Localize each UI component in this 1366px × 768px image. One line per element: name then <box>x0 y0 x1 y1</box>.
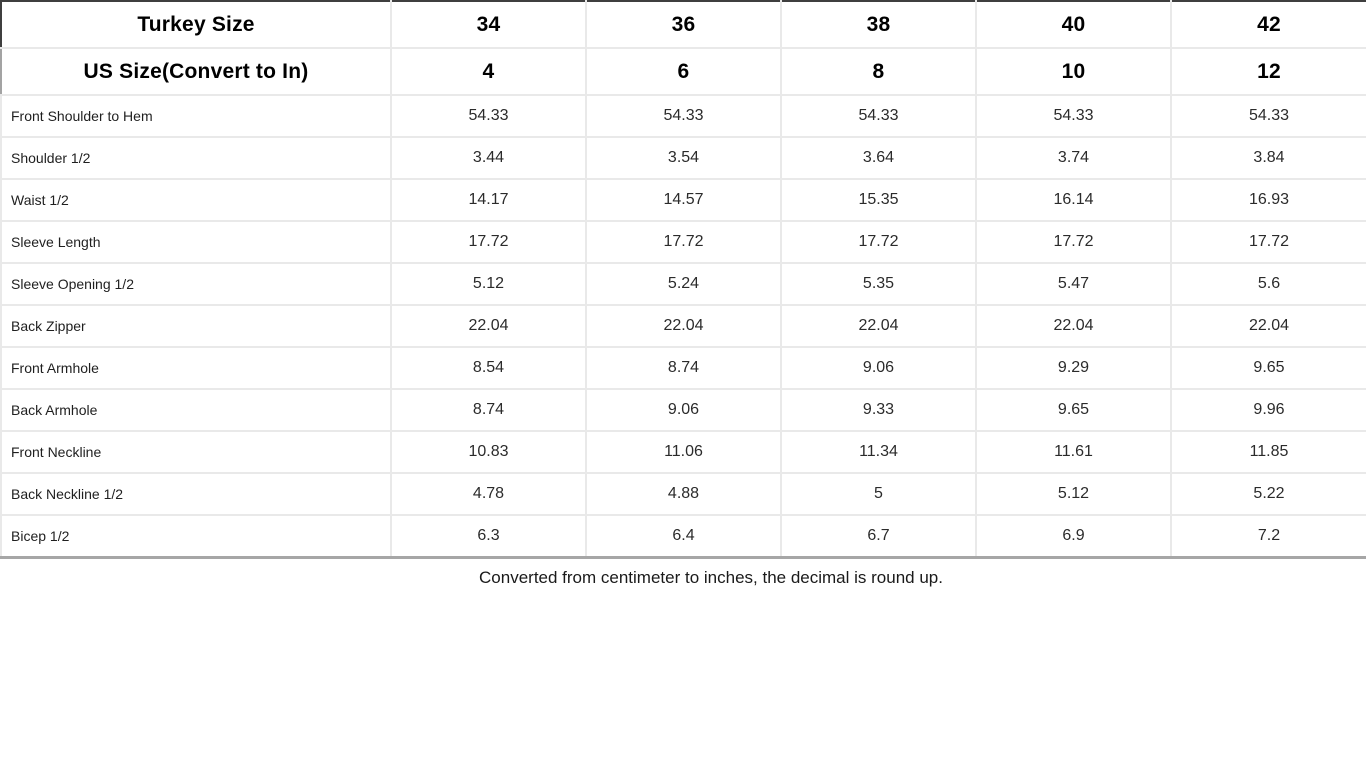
value-cell: 17.72 <box>975 220 1172 264</box>
value-cell: 17.72 <box>1170 220 1366 264</box>
value-cell: 11.85 <box>1170 430 1366 474</box>
header-value-cell: 34 <box>390 0 587 49</box>
value-cell: 5 <box>780 472 977 516</box>
row-label: Sleeve Opening 1/2 <box>0 262 392 306</box>
table-row: Back Armhole 8.74 9.06 9.33 9.65 9.96 <box>0 388 1366 432</box>
value-cell: 9.29 <box>975 346 1172 390</box>
value-cell: 22.04 <box>1170 304 1366 348</box>
value-cell: 10.83 <box>390 430 587 474</box>
header-value-cell: 40 <box>975 0 1172 49</box>
table-row: Back Zipper 22.04 22.04 22.04 22.04 22.04 <box>0 304 1366 348</box>
value-cell: 11.61 <box>975 430 1172 474</box>
table-row: Front Neckline 10.83 11.06 11.34 11.61 11.85 <box>0 430 1366 474</box>
size-chart-table: Turkey Size 34 36 38 40 42 US Size(Convert to … <box>0 0 1366 559</box>
table-row: Shoulder 1/2 3.44 3.54 3.64 3.74 3.84 <box>0 136 1366 180</box>
row-label: Back Zipper <box>0 304 392 348</box>
value-cell: 5.12 <box>390 262 587 306</box>
value-cell: 17.72 <box>585 220 782 264</box>
value-cell: 8.54 <box>390 346 587 390</box>
header-label-cell: Turkey Size <box>0 0 392 49</box>
header-value-cell: 12 <box>1170 47 1366 96</box>
value-cell: 54.33 <box>585 94 782 138</box>
value-cell: 9.65 <box>1170 346 1366 390</box>
value-cell: 54.33 <box>1170 94 1366 138</box>
value-cell: 9.33 <box>780 388 977 432</box>
value-cell: 9.06 <box>780 346 977 390</box>
header-row: US Size(Convert to In) 4 6 8 10 12 <box>0 47 1366 96</box>
value-cell: 6.9 <box>975 514 1172 559</box>
row-label: Back Neckline 1/2 <box>0 472 392 516</box>
table-row: Front Shoulder to Hem 54.33 54.33 54.33 54.3… <box>0 94 1366 138</box>
value-cell: 4.88 <box>585 472 782 516</box>
value-cell: 8.74 <box>585 346 782 390</box>
value-cell: 5.12 <box>975 472 1172 516</box>
value-cell: 3.74 <box>975 136 1172 180</box>
header-value-cell: 4 <box>390 47 587 96</box>
value-cell: 16.93 <box>1170 178 1366 222</box>
value-cell: 5.6 <box>1170 262 1366 306</box>
value-cell: 7.2 <box>1170 514 1366 559</box>
value-cell: 22.04 <box>780 304 977 348</box>
value-cell: 11.34 <box>780 430 977 474</box>
value-cell: 6.3 <box>390 514 587 559</box>
value-cell: 54.33 <box>780 94 977 138</box>
value-cell: 5.47 <box>975 262 1172 306</box>
header-value-cell: 8 <box>780 47 977 96</box>
header-value-cell: 38 <box>780 0 977 49</box>
header-label-cell: US Size(Convert to In) <box>0 47 392 96</box>
conversion-footnote: Converted from centimeter to inches, the… <box>479 568 943 587</box>
value-cell: 8.74 <box>390 388 587 432</box>
value-cell: 9.65 <box>975 388 1172 432</box>
header-value-cell: 10 <box>975 47 1172 96</box>
header-value-cell: 36 <box>585 0 782 49</box>
value-cell: 3.54 <box>585 136 782 180</box>
value-cell: 22.04 <box>975 304 1172 348</box>
value-cell: 9.96 <box>1170 388 1366 432</box>
value-cell: 14.17 <box>390 178 587 222</box>
value-cell: 3.84 <box>1170 136 1366 180</box>
table-row: Bicep 1/2 6.3 6.4 6.7 6.9 7.2 <box>0 514 1366 559</box>
row-label: Waist 1/2 <box>0 178 392 222</box>
row-label: Front Armhole <box>0 346 392 390</box>
table-row: Waist 1/2 14.17 14.57 15.35 16.14 16.93 <box>0 178 1366 222</box>
table-row: Front Armhole 8.54 8.74 9.06 9.29 9.65 <box>0 346 1366 390</box>
value-cell: 6.7 <box>780 514 977 559</box>
value-cell: 11.06 <box>585 430 782 474</box>
table-row: Back Neckline 1/2 4.78 4.88 5 5.12 5.22 <box>0 472 1366 516</box>
size-chart-header: Turkey Size 34 36 38 40 42 US Size(Convert to … <box>0 0 1366 96</box>
row-label: Shoulder 1/2 <box>0 136 392 180</box>
table-row: Sleeve Length 17.72 17.72 17.72 17.72 17.72 <box>0 220 1366 264</box>
value-cell: 6.4 <box>585 514 782 559</box>
row-label: Front Neckline <box>0 430 392 474</box>
row-label: Front Shoulder to Hem <box>0 94 392 138</box>
value-cell: 22.04 <box>585 304 782 348</box>
value-cell: 15.35 <box>780 178 977 222</box>
header-value-cell: 6 <box>585 47 782 96</box>
row-label: Sleeve Length <box>0 220 392 264</box>
row-label: Back Armhole <box>0 388 392 432</box>
header-value-cell: 42 <box>1170 0 1366 49</box>
size-chart-body: Front Shoulder to Hem 54.33 54.33 54.33 54.3… <box>0 94 1366 559</box>
value-cell: 5.35 <box>780 262 977 306</box>
value-cell: 14.57 <box>585 178 782 222</box>
row-label: Bicep 1/2 <box>0 514 392 559</box>
header-row: Turkey Size 34 36 38 40 42 <box>0 0 1366 49</box>
value-cell: 54.33 <box>975 94 1172 138</box>
value-cell: 5.22 <box>1170 472 1366 516</box>
value-cell: 9.06 <box>585 388 782 432</box>
value-cell: 5.24 <box>585 262 782 306</box>
value-cell: 17.72 <box>390 220 587 264</box>
value-cell: 16.14 <box>975 178 1172 222</box>
value-cell: 4.78 <box>390 472 587 516</box>
value-cell: 17.72 <box>780 220 977 264</box>
value-cell: 3.44 <box>390 136 587 180</box>
value-cell: 54.33 <box>390 94 587 138</box>
value-cell: 3.64 <box>780 136 977 180</box>
table-row: Sleeve Opening 1/2 5.12 5.24 5.35 5.47 5.6 <box>0 262 1366 306</box>
value-cell: 22.04 <box>390 304 587 348</box>
